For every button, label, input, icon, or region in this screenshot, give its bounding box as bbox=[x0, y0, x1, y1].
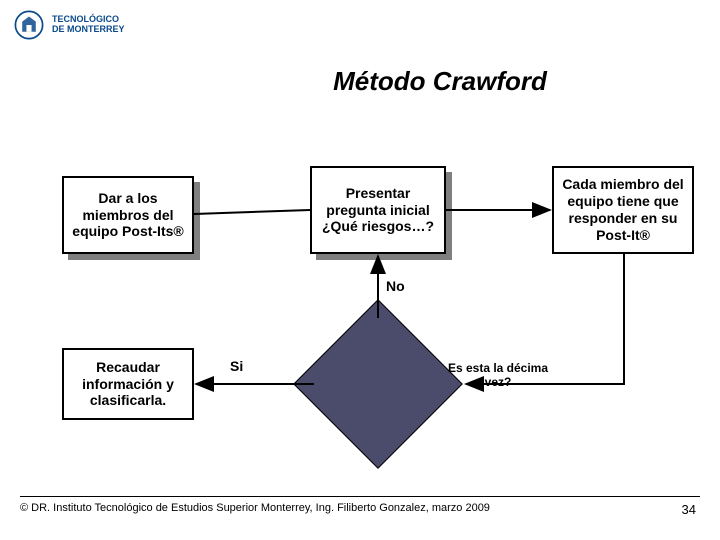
edge-label-no: No bbox=[386, 278, 405, 294]
flow-node-label: Cada miembro del equipo tiene que respon… bbox=[560, 176, 686, 243]
page-title: Método Crawford bbox=[0, 66, 720, 97]
footer-divider bbox=[20, 496, 700, 497]
logo-line2: DE MONTERREY bbox=[52, 25, 125, 35]
flow-node-label: Dar a los miembros del equipo Post-Its® bbox=[70, 190, 186, 240]
page-number: 34 bbox=[682, 502, 696, 517]
flow-node-recaudar: Recaudar información y clasificarla. bbox=[62, 348, 194, 420]
edge-label-si: Si bbox=[230, 358, 243, 374]
logo-text: TECNOLÓGICO DE MONTERREY bbox=[52, 15, 125, 35]
decision-label: Es esta la décima vez? bbox=[438, 362, 558, 390]
footer-text: © DR. Instituto Tecnológico de Estudios … bbox=[20, 502, 490, 514]
flow-node-label: Presentar pregunta inicial ¿Qué riesgos…… bbox=[318, 185, 438, 235]
logo-seal-icon bbox=[12, 8, 46, 42]
logo: TECNOLÓGICO DE MONTERREY bbox=[12, 8, 125, 42]
flow-node-pregunta: Presentar pregunta inicial ¿Qué riesgos…… bbox=[310, 166, 446, 254]
flow-node-label: Recaudar información y clasificarla. bbox=[70, 359, 186, 409]
flow-node-responder: Cada miembro del equipo tiene que respon… bbox=[552, 166, 694, 254]
flow-node-postits: Dar a los miembros del equipo Post-Its® bbox=[62, 176, 194, 254]
